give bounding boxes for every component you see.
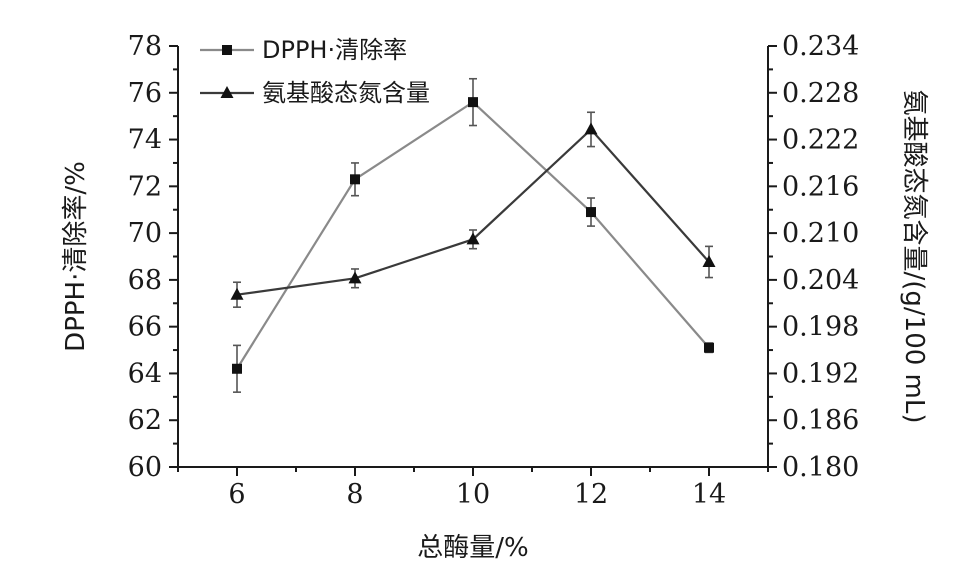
series-triangle <box>230 111 716 308</box>
series-line <box>236 127 710 296</box>
left-tick-label: 62 <box>128 405 162 436</box>
legend-marker <box>220 86 234 98</box>
data-point <box>704 342 714 353</box>
right-tick-label: 0.222 <box>782 125 859 156</box>
legend-item: 氨基酸态氮含量 <box>200 79 430 107</box>
x-tick-label: 8 <box>346 479 363 510</box>
left-axis-title: DPPH·清除率/% <box>61 161 91 352</box>
left-tick-label: 68 <box>128 265 162 296</box>
right-tick-label: 0.186 <box>782 405 859 436</box>
axes: 606264666870727476780.1800.1860.1920.198… <box>128 31 860 510</box>
right-tick-label: 0.210 <box>782 218 859 249</box>
legend-label: DPPH·清除率 <box>262 36 407 64</box>
left-tick-label: 66 <box>128 312 162 343</box>
x-axis-title: 总酶量/% <box>417 533 528 563</box>
left-tick-label: 70 <box>128 218 162 249</box>
series-layer <box>230 77 716 393</box>
legend-marker <box>222 45 232 55</box>
data-point <box>468 97 478 108</box>
left-tick-label: 60 <box>128 452 162 483</box>
data-point <box>350 174 360 185</box>
right-tick-label: 0.234 <box>782 31 859 62</box>
right-tick-label: 0.192 <box>782 358 859 389</box>
data-point <box>232 363 242 374</box>
right-tick-label: 0.180 <box>782 452 859 483</box>
data-point <box>230 287 244 300</box>
legend-label: 氨基酸态氮含量 <box>262 79 430 107</box>
series-square <box>232 77 714 393</box>
right-axis-title: 氨基酸态氮含量/(g/100 mL) <box>899 89 929 423</box>
x-tick-label: 6 <box>228 479 245 510</box>
data-point <box>702 254 716 267</box>
right-tick-label: 0.228 <box>782 78 859 109</box>
x-tick-label: 10 <box>456 479 490 510</box>
x-tick-label: 14 <box>692 479 726 510</box>
left-tick-label: 74 <box>128 125 162 156</box>
data-point <box>348 271 362 284</box>
left-tick-label: 64 <box>128 358 162 389</box>
data-point <box>586 207 596 218</box>
right-tick-label: 0.204 <box>782 265 859 296</box>
left-tick-label: 76 <box>128 78 162 109</box>
right-tick-label: 0.216 <box>782 171 859 202</box>
left-tick-label: 78 <box>128 31 162 62</box>
legend-item: DPPH·清除率 <box>200 36 407 64</box>
right-tick-label: 0.198 <box>782 312 859 343</box>
data-point <box>584 122 598 135</box>
left-tick-label: 72 <box>128 171 162 202</box>
x-tick-label: 12 <box>574 479 608 510</box>
data-point <box>466 232 480 245</box>
